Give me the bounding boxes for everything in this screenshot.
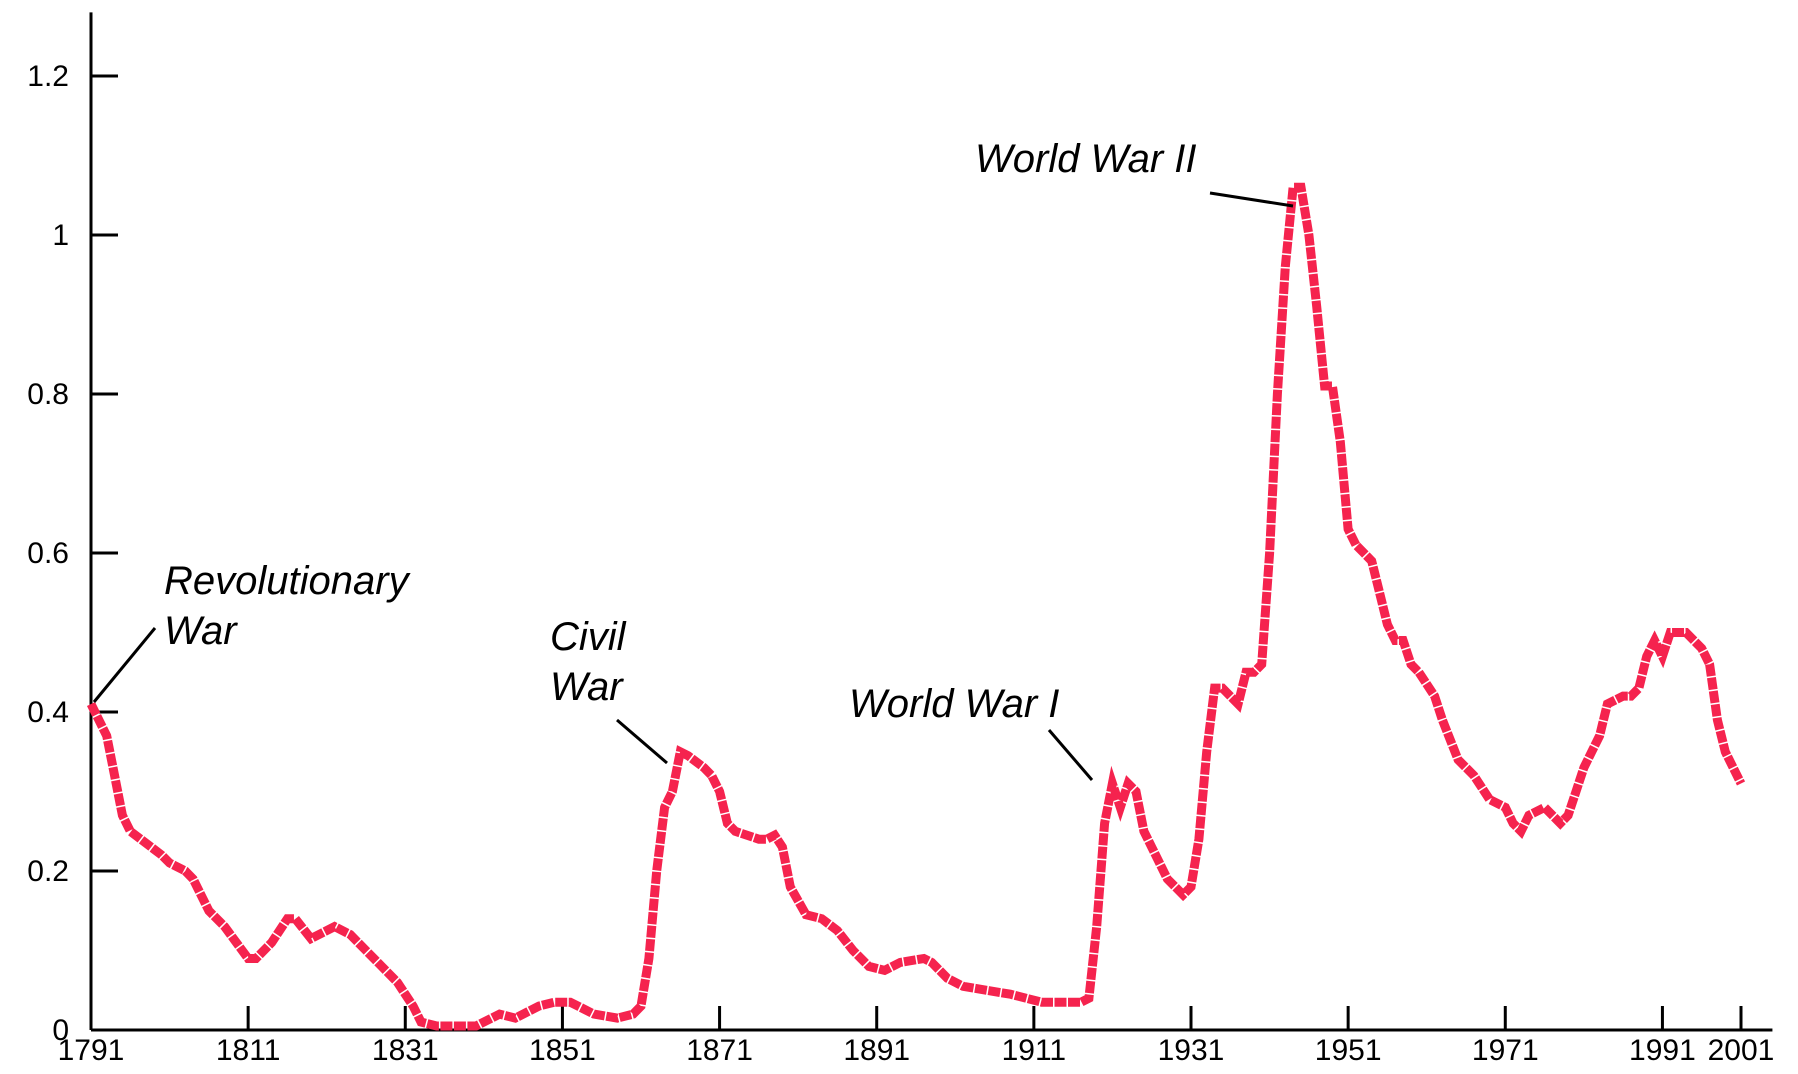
annotation-leader (1047, 729, 1094, 781)
x-tick-label: 2001 (1708, 1034, 1775, 1067)
annotation-leader (92, 627, 157, 703)
annotation-label: World War II (975, 137, 1197, 181)
y-tick-label: 1.2 (27, 60, 69, 93)
x-tick-label: 1791 (58, 1034, 125, 1067)
y-tick-label: 0.2 (27, 855, 69, 888)
annotation-label: War (550, 665, 624, 709)
x-tick-label: 1891 (843, 1034, 910, 1067)
x-tick-label: 1951 (1315, 1034, 1382, 1067)
annotation-leader (616, 718, 668, 765)
annotation-label: World War I (849, 682, 1059, 726)
annotation-label: Civil (550, 615, 627, 659)
x-tick-label: 1991 (1629, 1034, 1696, 1067)
y-tick-label: 0.6 (27, 537, 69, 570)
y-tick-label: 0 (52, 1014, 69, 1047)
x-tick-label: 1811 (216, 1034, 281, 1067)
y-tick-label: 1 (52, 219, 69, 252)
x-tick-label: 1931 (1158, 1034, 1225, 1067)
data-line (86, 182, 1746, 1031)
x-tick-label: 1911 (1002, 1034, 1067, 1067)
y-tick-label: 0.8 (27, 378, 69, 411)
annotation-label: War (164, 609, 238, 653)
annotation-label: Revolutionary (164, 559, 412, 603)
x-tick-label: 1831 (372, 1034, 439, 1067)
annotation-leader (1209, 191, 1294, 208)
y-tick-label: 0.4 (27, 696, 69, 729)
x-tick-label: 1851 (529, 1034, 596, 1067)
x-tick-label: 1971 (1472, 1034, 1539, 1067)
x-tick-label: 1871 (686, 1034, 753, 1067)
